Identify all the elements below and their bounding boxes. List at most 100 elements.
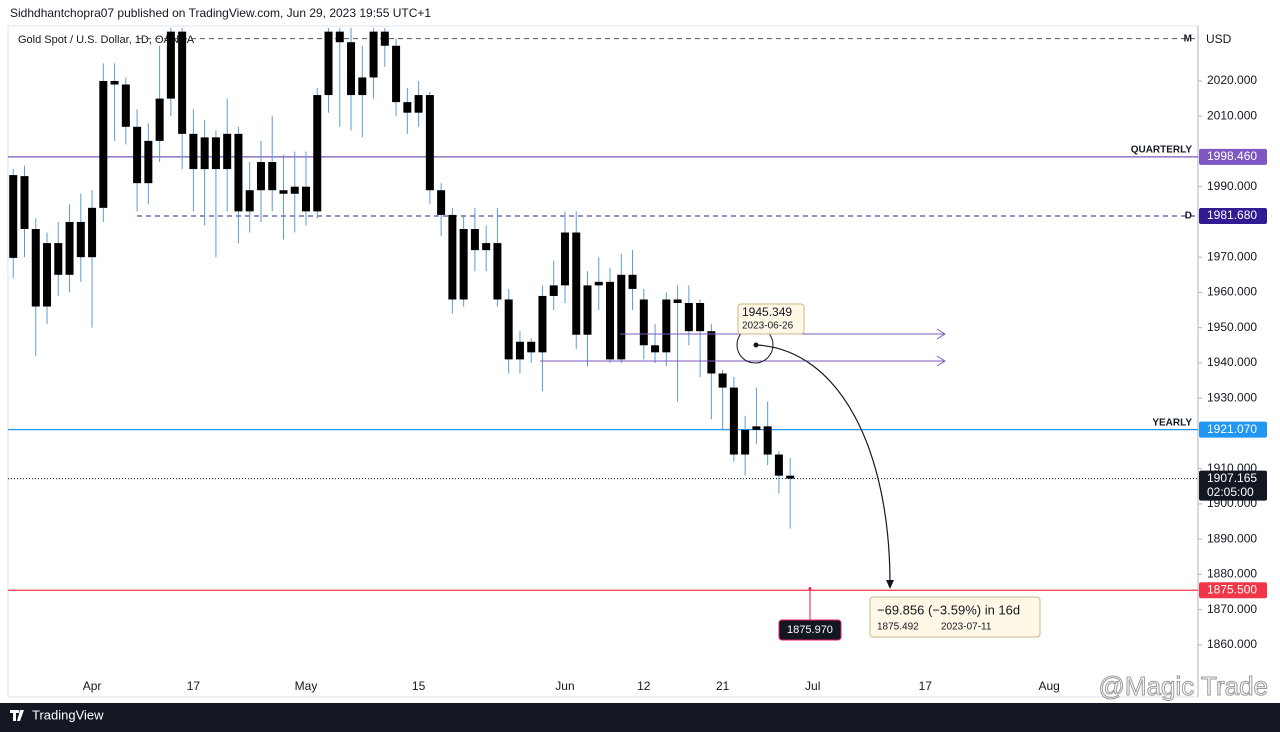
x-tick-label: May bbox=[295, 679, 318, 693]
y-tick-label: 1990.000 bbox=[1207, 179, 1257, 193]
candle-body bbox=[43, 243, 52, 307]
candle-body bbox=[358, 77, 367, 96]
candle-body bbox=[223, 133, 232, 170]
candle-body bbox=[335, 31, 344, 43]
candle-body bbox=[178, 31, 187, 134]
candle-body bbox=[99, 80, 108, 208]
candle-body bbox=[380, 31, 389, 46]
level-name: QUARTERLY bbox=[1131, 145, 1193, 156]
y-tick-label: 2010.000 bbox=[1207, 108, 1257, 122]
candle-body bbox=[347, 42, 356, 96]
ray-arrow bbox=[936, 328, 946, 340]
candle-body bbox=[696, 302, 705, 332]
level-name: D bbox=[1185, 211, 1192, 222]
candle-body bbox=[549, 285, 558, 296]
measure-change: −69.856 (−3.59%) in 16d bbox=[877, 602, 1020, 617]
symbol-title: Gold Spot / U.S. Dollar, 1D, OANDA bbox=[18, 34, 195, 46]
candle-body bbox=[752, 426, 761, 430]
candle-body bbox=[560, 232, 569, 286]
level-price-tag bbox=[1199, 421, 1267, 438]
projection-curve bbox=[756, 344, 891, 585]
level-price-label: 1921.070 bbox=[1207, 422, 1257, 436]
candle-body bbox=[234, 133, 243, 212]
candle-body bbox=[121, 84, 130, 127]
candle-body bbox=[211, 137, 220, 170]
candle-body bbox=[166, 31, 175, 99]
level-price-tag bbox=[1199, 582, 1267, 599]
y-tick-label: 1860.000 bbox=[1207, 637, 1257, 651]
candle-body bbox=[110, 80, 119, 85]
y-tick-label: 2020.000 bbox=[1207, 73, 1257, 87]
ray-arrow bbox=[936, 355, 946, 367]
candle-body bbox=[786, 475, 795, 479]
candle-body bbox=[774, 454, 783, 476]
callout-date: 2023-06-26 bbox=[742, 321, 794, 332]
candle-body bbox=[133, 126, 142, 184]
callout-price: 1945.349 bbox=[742, 305, 792, 319]
candle-body bbox=[583, 285, 592, 335]
candle-body bbox=[437, 190, 446, 215]
candle-body bbox=[245, 190, 254, 212]
candle-body bbox=[155, 98, 164, 141]
candle-body bbox=[9, 175, 18, 258]
candle-body bbox=[617, 274, 626, 360]
level-price-tag bbox=[1199, 208, 1267, 225]
candle-body bbox=[662, 299, 671, 353]
level-price-tag bbox=[1199, 148, 1267, 165]
x-tick-label: 17 bbox=[919, 679, 933, 693]
y-tick-label: 1940.000 bbox=[1207, 355, 1257, 369]
candle-body bbox=[470, 228, 479, 251]
candle-body bbox=[729, 387, 738, 455]
anchor-dot bbox=[753, 342, 759, 348]
candle-body bbox=[414, 95, 423, 113]
candle-body bbox=[88, 207, 97, 258]
candle-body bbox=[673, 299, 682, 303]
candle-body bbox=[572, 232, 581, 335]
candle-body bbox=[741, 429, 750, 455]
current-price-tag bbox=[1199, 470, 1267, 501]
footer-bar bbox=[0, 703, 1280, 732]
x-tick-label: 12 bbox=[637, 679, 651, 693]
measure-date: 2023-07-11 bbox=[941, 622, 992, 633]
candle-body bbox=[459, 228, 468, 300]
candle-body bbox=[707, 331, 716, 374]
countdown-label: 02:05:00 bbox=[1207, 485, 1254, 499]
y-tick-label: 1870.000 bbox=[1207, 602, 1257, 616]
candle-body bbox=[527, 341, 536, 353]
candle-body bbox=[290, 186, 299, 194]
candle-body bbox=[763, 426, 772, 455]
marker-box bbox=[778, 619, 842, 641]
measure-box bbox=[869, 596, 1041, 638]
candle-body bbox=[515, 341, 524, 360]
projection-arrow bbox=[886, 580, 894, 589]
candle-body bbox=[268, 162, 277, 191]
level-price-label: 1875.500 bbox=[1207, 582, 1257, 596]
candle-body bbox=[144, 140, 153, 184]
y-tick-label: 1890.000 bbox=[1207, 531, 1257, 545]
marker-label: 1875.970 bbox=[787, 624, 833, 636]
x-tick-label: 21 bbox=[716, 679, 730, 693]
candle-body bbox=[482, 243, 491, 251]
candle-body bbox=[369, 31, 378, 78]
candle-body bbox=[538, 295, 547, 353]
candle-body bbox=[493, 243, 502, 300]
candle-body bbox=[76, 221, 85, 258]
x-tick-label: Aug bbox=[1038, 679, 1059, 693]
candle-body bbox=[718, 373, 727, 388]
candle-body bbox=[200, 137, 209, 170]
candle-body bbox=[628, 274, 637, 289]
candle-body bbox=[313, 95, 322, 212]
level-price-label: 1998.460 bbox=[1207, 149, 1257, 163]
candle-body bbox=[504, 299, 513, 360]
level-price-label: 1981.680 bbox=[1207, 208, 1257, 222]
candle-body bbox=[54, 243, 63, 275]
candle-body bbox=[279, 190, 288, 194]
chart-layer: 1860.0001870.0001880.0001890.0001900.000… bbox=[8, 28, 1267, 693]
callout-box bbox=[737, 303, 805, 335]
candle-body bbox=[31, 228, 40, 307]
y-tick-label: 1950.000 bbox=[1207, 320, 1257, 334]
x-tick-label: Apr bbox=[83, 679, 102, 693]
x-tick-label: Jul bbox=[805, 679, 820, 693]
